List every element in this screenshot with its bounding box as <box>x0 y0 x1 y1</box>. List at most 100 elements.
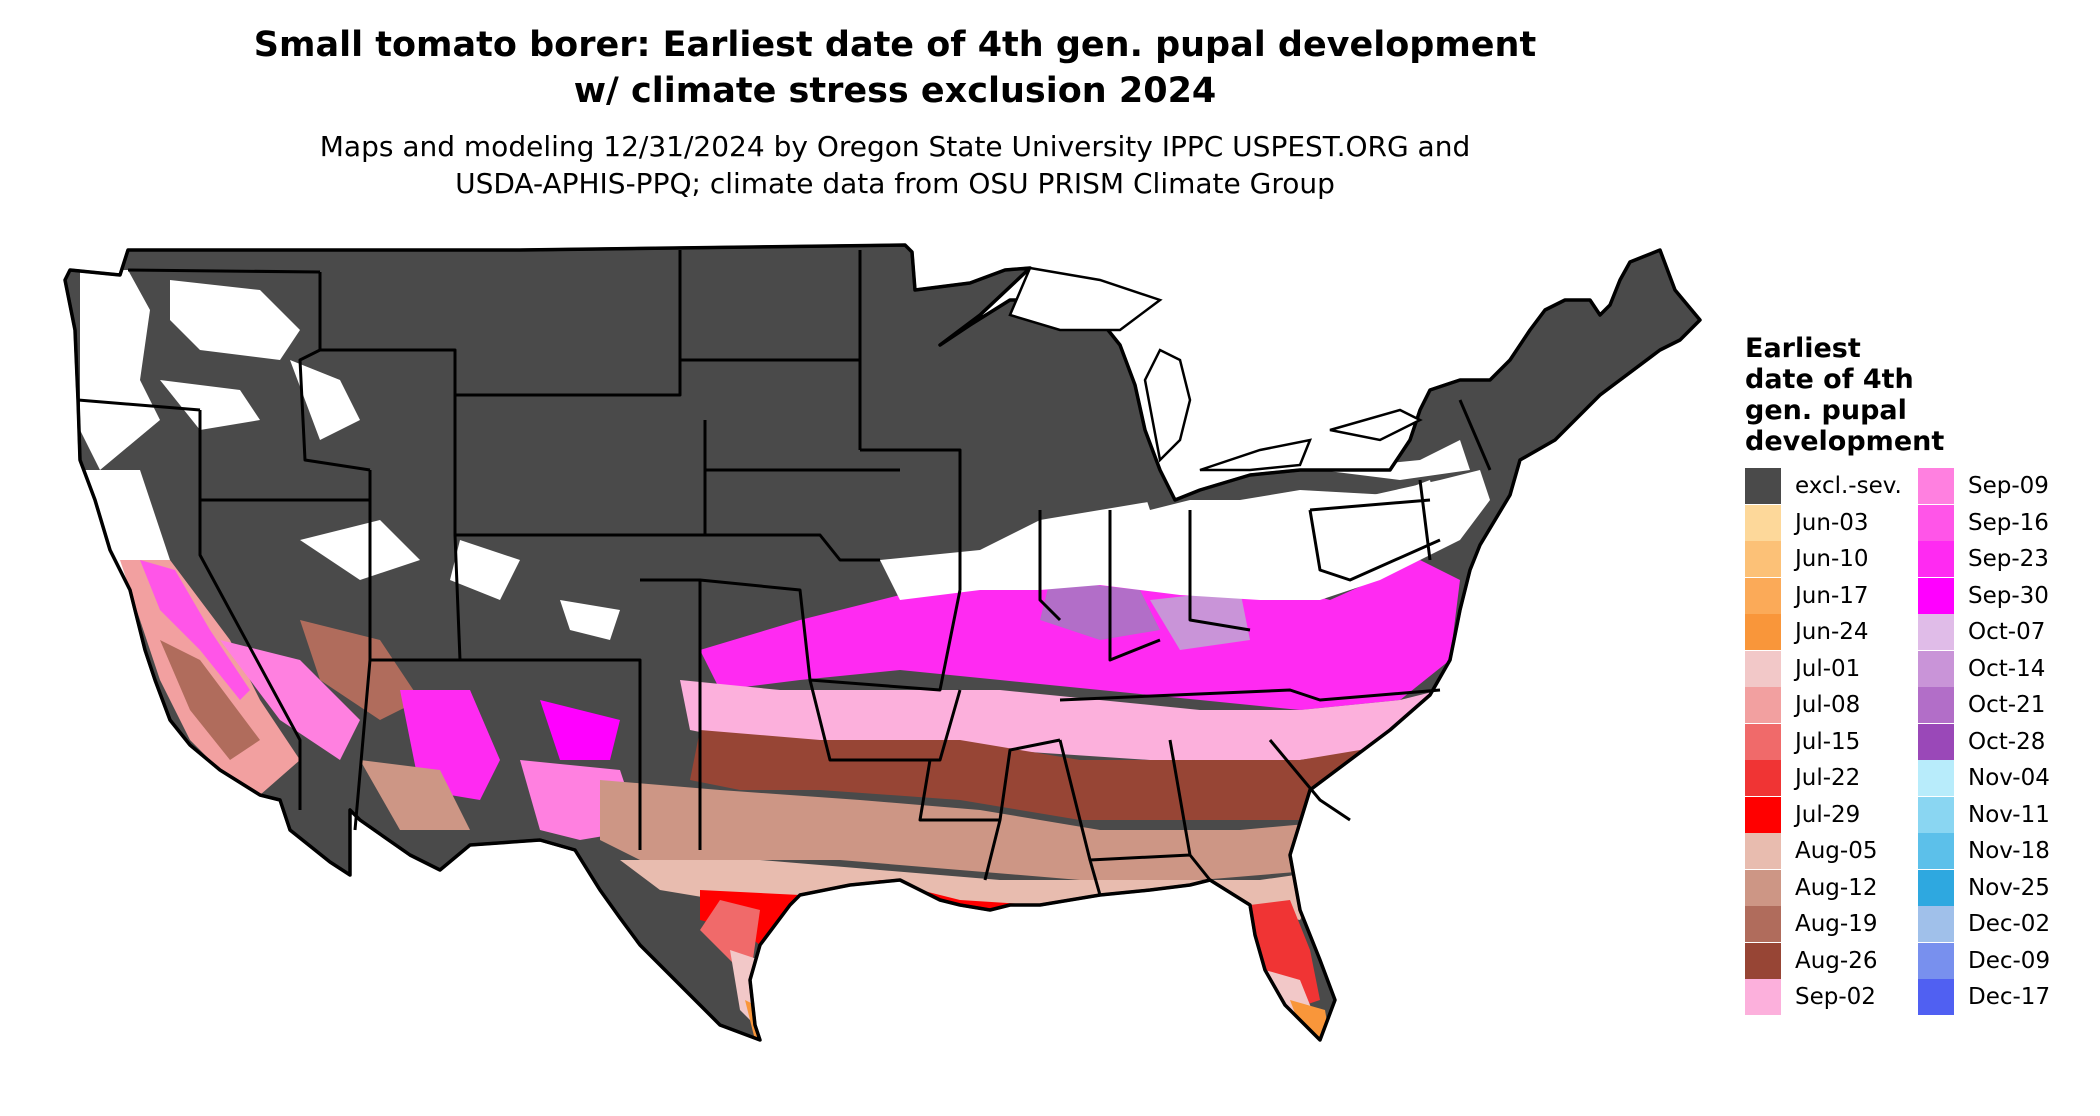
legend-swatch <box>1745 614 1781 651</box>
legend-item: Dec-02 <box>1918 906 2050 943</box>
legend-label: Nov-25 <box>1968 874 2050 901</box>
legend-column-1: excl.-sev. Jun-03 Jun-10 Jun-17 Jun-24 Jul-01… <box>1745 468 1902 1016</box>
legend-item: Jul-01 <box>1745 650 1902 688</box>
title-line-1: Small tomato borer: Earliest date of 4th… <box>253 25 1537 65</box>
legend-swatch <box>1745 796 1781 833</box>
legend-item: Sep-09 <box>1918 468 2050 505</box>
legend-item: Aug-26 <box>1745 942 1902 980</box>
legend-column-2: Sep-09 Sep-16 Sep-23 Sep-30 Oct-07 Oct-14 Oct-… <box>1918 468 2050 1016</box>
legend-swatch <box>1745 942 1781 979</box>
title-line-2: w/ climate stress exclusion 2024 <box>573 71 1217 111</box>
legend-swatch <box>1745 979 1781 1016</box>
legend-swatch <box>1918 687 1954 724</box>
legend-item: Jun-10 <box>1745 541 1902 578</box>
legend-label: Jul-29 <box>1795 801 1861 828</box>
legend-item: Dec-17 <box>1918 979 2050 1016</box>
legend-label: Nov-04 <box>1968 765 2050 792</box>
legend-swatch <box>1745 833 1781 870</box>
legend-item: Jun-17 <box>1745 577 1902 615</box>
us-map <box>63 243 1702 1042</box>
legend-label: Sep-02 <box>1795 984 1876 1011</box>
legend-label: Jul-22 <box>1795 765 1861 792</box>
legend-swatch <box>1745 723 1781 760</box>
legend-label: Oct-28 <box>1968 728 2046 755</box>
legend-label: Jun-17 <box>1795 582 1869 609</box>
legend-swatch <box>1918 723 1954 760</box>
legend-item: Jul-08 <box>1745 687 1902 724</box>
legend-title-line: development <box>1745 426 1945 457</box>
legend-item: Sep-23 <box>1918 541 2050 578</box>
legend-swatch <box>1918 942 1954 979</box>
legend-item: Nov-04 <box>1918 760 2050 797</box>
great-lakes <box>1008 266 1423 472</box>
legend-item: Oct-28 <box>1918 723 2050 761</box>
legend-swatch <box>1918 614 1954 651</box>
legend-swatch <box>1745 468 1781 505</box>
legend-item: Jun-24 <box>1745 614 1902 651</box>
legend-label: Dec-02 <box>1968 911 2051 938</box>
legend-item: Nov-11 <box>1918 796 2050 834</box>
legend-label: Dec-17 <box>1968 984 2051 1011</box>
state-boundaries <box>63 243 1702 1042</box>
legend-title-line: Earliest <box>1745 333 1861 364</box>
legend-label: Jul-15 <box>1795 728 1861 755</box>
legend-item: Nov-18 <box>1918 833 2050 870</box>
legend-label: Jun-10 <box>1795 546 1869 573</box>
subtitle-line-1: Maps and modeling 12/31/2024 by Oregon S… <box>319 130 1471 163</box>
legend-item: Nov-25 <box>1918 869 2050 907</box>
us-outline <box>63 243 1702 1042</box>
legend-swatch <box>1745 650 1781 687</box>
legend-item: Aug-19 <box>1745 906 1902 943</box>
legend-label: Dec-09 <box>1968 947 2051 974</box>
legend-label: Jul-08 <box>1795 692 1861 719</box>
legend-swatch <box>1745 869 1781 906</box>
legend-swatch <box>1918 979 1954 1016</box>
legend-swatch <box>1745 687 1781 724</box>
legend-swatch <box>1745 577 1781 614</box>
legend-label: Nov-18 <box>1968 838 2050 865</box>
legend-label: Jul-01 <box>1795 655 1861 682</box>
legend-item: Sep-16 <box>1918 504 2050 542</box>
legend-label: excl.-sev. <box>1795 473 1902 500</box>
legend-item: Oct-21 <box>1918 687 2050 724</box>
legend-swatch <box>1745 504 1781 541</box>
legend-item: Oct-14 <box>1918 650 2050 688</box>
legend-item: Jul-22 <box>1745 760 1902 797</box>
legend-label: Jun-24 <box>1795 619 1869 646</box>
legend-title-line: date of 4th <box>1745 364 1914 395</box>
legend-swatch <box>1918 650 1954 687</box>
legend-label: Oct-14 <box>1968 655 2046 682</box>
legend-swatch <box>1745 760 1781 797</box>
legend-swatch <box>1918 541 1954 578</box>
legend-swatch <box>1918 577 1954 614</box>
legend-label: Sep-09 <box>1968 473 2049 500</box>
legend-title: Earliest date of 4th gen. pupal developm… <box>1745 333 1944 457</box>
subtitle-line-2: USDA-APHIS-PPQ; climate data from OSU PR… <box>455 167 1335 200</box>
legend-label: Sep-30 <box>1968 582 2049 609</box>
legend-label: Sep-16 <box>1968 509 2049 536</box>
legend-swatch <box>1745 541 1781 578</box>
legend-title-line: gen. pupal <box>1745 395 1907 426</box>
legend-label: Oct-21 <box>1968 692 2046 719</box>
legend-item: excl.-sev. <box>1745 468 1902 505</box>
legend-label: Aug-05 <box>1795 838 1878 865</box>
map-subtitle: Maps and modeling 12/31/2024 by Oregon S… <box>200 128 1590 202</box>
legend-label: Aug-26 <box>1795 947 1878 974</box>
legend-swatch <box>1918 833 1954 870</box>
legend-swatch <box>1918 869 1954 906</box>
legend-swatch <box>1918 468 1954 505</box>
legend-item: Sep-02 <box>1745 979 1902 1016</box>
legend-swatch <box>1745 906 1781 943</box>
legend-item: Dec-09 <box>1918 942 2051 980</box>
legend-swatch <box>1918 796 1954 833</box>
legend-label: Aug-12 <box>1795 874 1878 901</box>
map-title: Small tomato borer: Earliest date of 4th… <box>160 22 1630 114</box>
legend-item: Jul-29 <box>1745 796 1902 834</box>
legend-label: Sep-23 <box>1968 546 2049 573</box>
legend-item: Jul-15 <box>1745 723 1902 761</box>
legend-label: Aug-19 <box>1795 911 1878 938</box>
legend-label: Oct-07 <box>1968 619 2046 646</box>
legend-item: Jun-03 <box>1745 504 1902 542</box>
legend-item: Aug-12 <box>1745 869 1902 907</box>
legend-label: Jun-03 <box>1795 509 1869 536</box>
